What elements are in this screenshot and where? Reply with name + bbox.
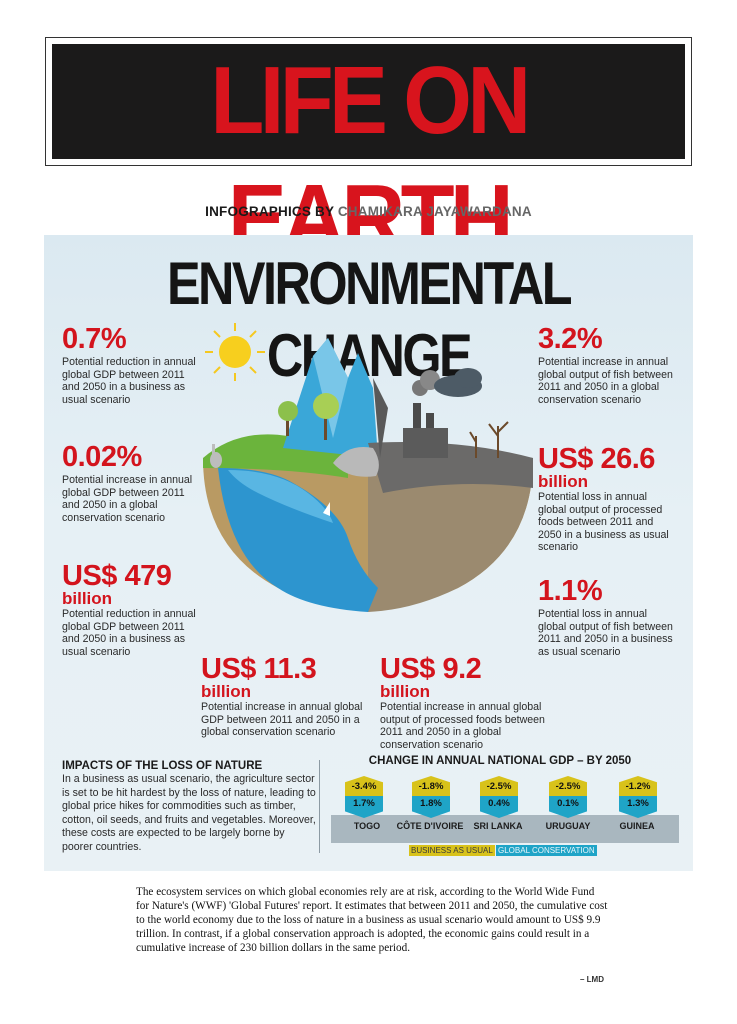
- stat-unit: billion: [538, 472, 589, 491]
- stat-value: US$ 479: [62, 560, 172, 592]
- gc-value: 1.3%: [627, 798, 649, 809]
- tree-icon: [313, 393, 339, 440]
- legend-business-as-usual: BUSINESS AS USUAL: [409, 845, 495, 856]
- stat-unit: billion: [201, 682, 252, 701]
- stat-value: 0.02%: [62, 441, 142, 473]
- stat-value: US$ 11.3: [201, 653, 317, 685]
- stat-description: Potential loss in annual global output o…: [538, 608, 673, 658]
- gc-value: 0.4%: [488, 798, 510, 809]
- sun-icon: [205, 323, 265, 381]
- divider: [319, 760, 320, 853]
- stat-value: US$ 9.2: [380, 653, 482, 685]
- gdp-hex: -2.5% 0.4%: [480, 776, 518, 818]
- bau-hex-top: [412, 776, 450, 797]
- stat-description: Potential reduction in annual global GDP…: [62, 356, 196, 406]
- country-name: URUGUAY: [545, 821, 591, 831]
- bau-hex-top: [619, 776, 657, 797]
- gc-hex-bottom: [412, 796, 450, 818]
- gdp-hex: -1.8% 1.8%: [412, 776, 450, 818]
- stat-description: Potential loss in annual global output o…: [538, 491, 669, 554]
- country-name: SRI LANKA: [473, 821, 523, 831]
- bau-value: -3.4%: [351, 781, 377, 792]
- masthead: LIFE ON EARTH: [45, 37, 692, 272]
- stat-value: US$ 26.6: [538, 443, 655, 475]
- bau-value: -1.2%: [625, 781, 651, 792]
- bau-value: -2.5%: [555, 781, 581, 792]
- country-name: GUINEA: [619, 821, 655, 831]
- stat-value: 1.1%: [538, 575, 603, 607]
- stat-block: 1.1% Potential loss in annual global out…: [538, 577, 678, 658]
- gc-hex-bottom: [549, 796, 587, 818]
- bau-value: -2.5%: [486, 781, 512, 792]
- infographic-heading: ENVIRONMENTAL CHANGE: [166, 250, 573, 389]
- footer-credit: – LMD: [580, 975, 604, 984]
- stat-unit: billion: [380, 682, 431, 701]
- boat-icon: [323, 502, 330, 516]
- country-name: TOGO: [353, 821, 381, 831]
- byline: INFOGRAPHICS BY CHAMIKARA JAYAWARDANA: [0, 204, 737, 219]
- gdp-hex: -3.4% 1.7%: [345, 776, 383, 818]
- stat-block: US$ 11.3 billion Potential increase in a…: [201, 655, 366, 739]
- bau-hex-top: [549, 776, 587, 797]
- footer-text: The ecosystem services on which global e…: [136, 886, 608, 954]
- stat-unit: billion: [62, 589, 113, 608]
- gc-value: 0.1%: [557, 798, 579, 809]
- dead-tree-icon: [469, 421, 509, 458]
- bau-hex-top: [345, 776, 383, 797]
- gc-value: 1.7%: [353, 798, 375, 809]
- country-name: CÔTE D'IVOIRE: [396, 821, 464, 831]
- gc-hex-bottom: [619, 796, 657, 818]
- stat-description: Potential increase in annual global GDP …: [201, 701, 363, 739]
- masthead-title: LIFE ON EARTH: [210, 47, 531, 272]
- legend-global-conservation: GLOBAL CONSERVATION: [496, 845, 597, 856]
- stat-block: US$ 9.2 billion Potential increase in an…: [380, 655, 555, 751]
- stat-block: US$ 26.6 billion Potential loss in annua…: [538, 445, 678, 554]
- stat-block: US$ 479 billion Potential reduction in a…: [62, 562, 197, 658]
- gdp-hex: -1.2% 1.3%: [619, 776, 657, 818]
- stat-value: 0.7%: [62, 323, 127, 355]
- factory-icon: [403, 370, 448, 458]
- impacts-body: In a business as usual scenario, the agr…: [62, 773, 316, 853]
- stat-block: 0.02% Potential increase in annual globa…: [62, 443, 197, 524]
- gdp-title: CHANGE IN ANNUAL NATIONAL GDP – BY 2050: [368, 755, 632, 767]
- stat-description: Potential reduction in annual global GDP…: [62, 608, 196, 658]
- gdp-hex: -2.5% 0.1%: [549, 776, 587, 818]
- byline-prefix: INFOGRAPHICS BY: [205, 204, 334, 219]
- stat-description: Potential increase in annual global outp…: [380, 701, 545, 751]
- rain-cloud-icon: [434, 368, 482, 397]
- stat-value: 3.2%: [538, 323, 603, 355]
- gc-hex-bottom: [345, 796, 383, 818]
- masthead-banner: LIFE ON EARTH: [52, 44, 685, 272]
- bau-value: -1.8%: [418, 781, 444, 792]
- byline-author: CHAMIKARA JAYAWARDANA: [337, 204, 532, 219]
- stat-block: 0.7% Potential reduction in annual globa…: [62, 325, 197, 406]
- bau-hex-top: [480, 776, 518, 797]
- rabbit-icon: [210, 444, 222, 468]
- tree-icon: [278, 401, 298, 436]
- stat-description: Potential increase in annual global GDP …: [62, 474, 193, 524]
- stat-block: 3.2% Potential increase in annual global…: [538, 325, 678, 406]
- impacts-title: IMPACTS OF THE LOSS OF NATURE: [62, 760, 263, 772]
- gc-value: 1.8%: [420, 798, 442, 809]
- gc-hex-bottom: [480, 796, 518, 818]
- country-bar: [331, 815, 679, 843]
- half-earth-illustration: [203, 323, 533, 612]
- stat-description: Potential increase in annual global outp…: [538, 356, 673, 406]
